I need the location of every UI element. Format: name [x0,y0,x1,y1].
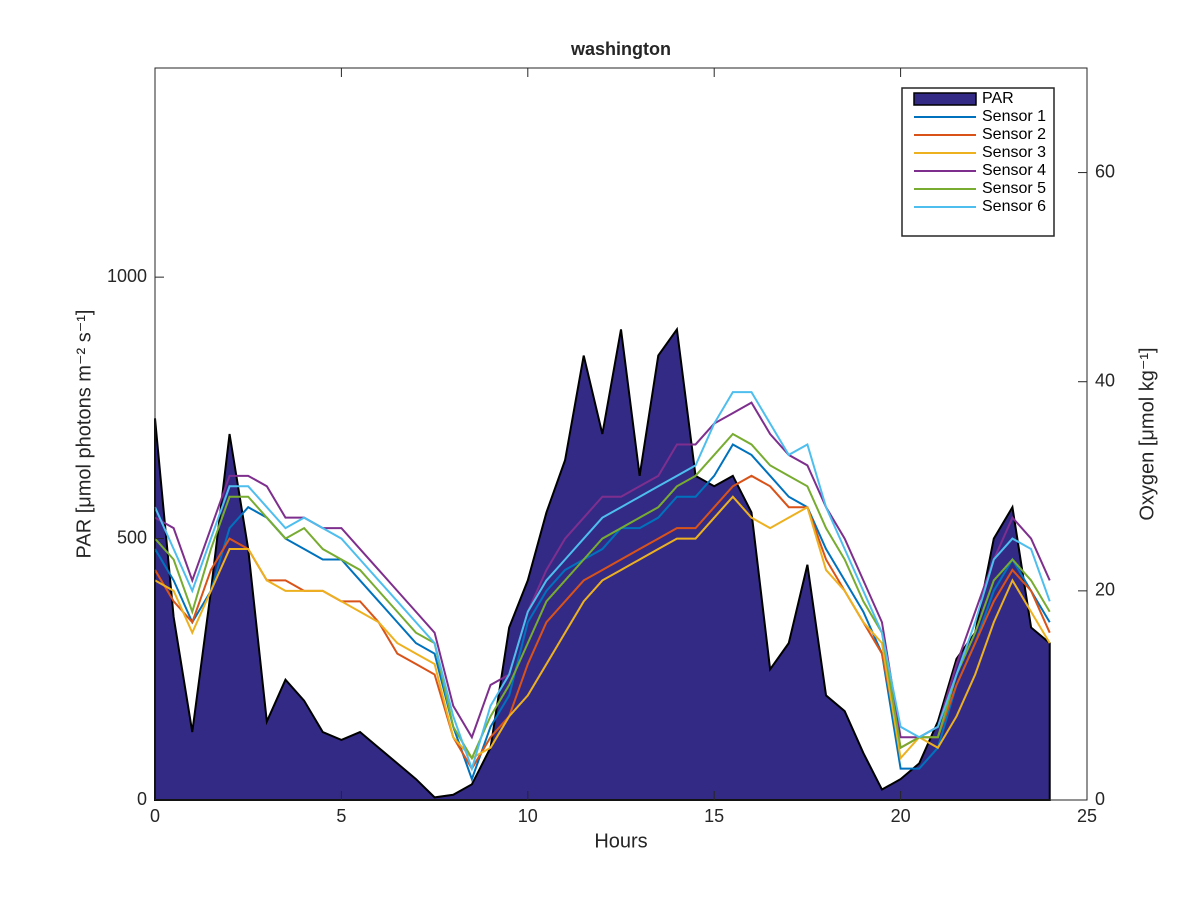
x-tick-label: 10 [518,806,538,826]
y2-tick-label: 40 [1095,370,1115,390]
y2-tick-label: 0 [1095,789,1105,809]
y2-axis-label: Oxygen [μmol kg⁻¹] [1136,347,1158,520]
y-tick-label: 500 [117,527,147,547]
y-tick-label: 0 [137,789,147,809]
legend-label: Sensor 2 [982,126,1046,143]
axes-box [154,67,1088,801]
legend-label: Sensor 3 [982,144,1046,161]
x-axis-label: Hours [594,830,647,852]
sensor-line [154,495,1051,761]
y-tick-label: 1000 [107,266,147,286]
legend-label: Sensor 6 [982,198,1046,215]
legend-label: Sensor 4 [982,162,1046,179]
y2-tick-label: 20 [1095,580,1115,600]
sensor-line [154,432,1051,761]
sensor-line [154,391,1051,772]
legend-swatch [913,92,977,106]
legend-label: Sensor 5 [982,180,1046,197]
legend-label: PAR [982,90,1014,107]
chart-title: washington [570,39,671,59]
legend-box [901,87,1055,237]
y-axis-label: PAR [μmol photons m⁻² s⁻¹] [73,310,95,559]
x-tick-label: 20 [891,806,911,826]
x-tick-label: 15 [704,806,724,826]
sensor-line [154,443,1051,783]
y2-tick-label: 60 [1095,161,1115,181]
x-tick-label: 25 [1077,806,1097,826]
x-tick-label: 5 [336,806,346,826]
x-tick-label: 0 [150,806,160,826]
legend-label: Sensor 1 [982,108,1046,125]
